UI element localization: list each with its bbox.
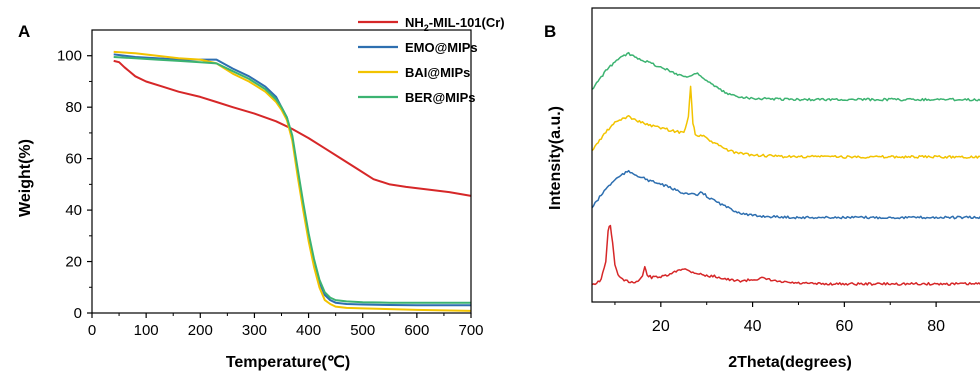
panel-b-y-axis-label: Intensity(a.u.) xyxy=(547,106,564,210)
legend-label: BAI@MIPs xyxy=(405,65,470,80)
x-tick-label: 200 xyxy=(188,322,213,339)
panel-a-curves xyxy=(113,50,472,312)
series-line-ber-mips xyxy=(113,56,471,304)
x-tick-label: 400 xyxy=(296,322,321,339)
panel-b-chart: 20 40 60 80 2Theta(degrees) Intensity(a.u.) xyxy=(547,7,980,371)
legend-label: EMO@MIPs xyxy=(405,40,478,55)
xrd-pattern-line-1 xyxy=(591,224,980,286)
xrd-pattern-line-4 xyxy=(591,51,980,102)
series-line-nh2-mil-101-cr- xyxy=(113,59,472,197)
y-tick-label: 100 xyxy=(57,48,82,65)
legend-label: BER@MIPs xyxy=(405,90,475,105)
x-tick-label: 40 xyxy=(744,318,762,335)
x-tick-label: 500 xyxy=(350,322,375,339)
x-tick-label: 20 xyxy=(652,318,670,335)
x-tick-label: 700 xyxy=(458,322,483,339)
y-tick-label: 0 xyxy=(74,305,82,322)
panel-a-legend: NH2-MIL-101(Cr) EMO@MIPs BAI@MIPs BER@MIPs xyxy=(358,15,505,105)
y-tick-label: 20 xyxy=(65,254,82,271)
x-tick-label: 80 xyxy=(927,318,945,335)
xrd-pattern-line-2 xyxy=(591,169,980,220)
xrd-pattern-line-3 xyxy=(591,85,980,159)
panel-b-x-ticks: 20 40 60 80 xyxy=(614,302,945,335)
x-tick-label: 60 xyxy=(835,318,853,335)
panel-b-x-axis-label: 2Theta(degrees) xyxy=(728,354,852,371)
panel-a-x-axis-label: Temperature(℃) xyxy=(226,354,350,371)
x-tick-label: 300 xyxy=(242,322,267,339)
y-tick-label: 60 xyxy=(65,151,82,168)
panel-a-y-axis-label: Weight(%) xyxy=(17,139,34,217)
panel-a-x-ticks: 0 100 200 300 400 500 600 700 xyxy=(88,313,484,339)
series-line-bai-mips xyxy=(113,50,472,312)
panel-a-y-ticks: 0 20 40 60 80 100 xyxy=(57,48,92,322)
x-tick-label: 100 xyxy=(134,322,159,339)
x-tick-label: 600 xyxy=(404,322,429,339)
panel-b-curves xyxy=(591,51,980,286)
panel-label-b: B xyxy=(544,22,556,41)
y-tick-label: 40 xyxy=(65,202,82,219)
panel-b-axes-frame xyxy=(591,7,980,303)
y-tick-label: 80 xyxy=(65,99,82,116)
panel-a-chart: 0 100 200 300 400 500 600 700 0 20 40 60 80 100 Temp… xyxy=(17,15,505,371)
legend-label: NH2-MIL-101(Cr) xyxy=(405,15,505,33)
x-tick-label: 0 xyxy=(88,322,96,339)
panel-label-a: A xyxy=(18,22,30,41)
